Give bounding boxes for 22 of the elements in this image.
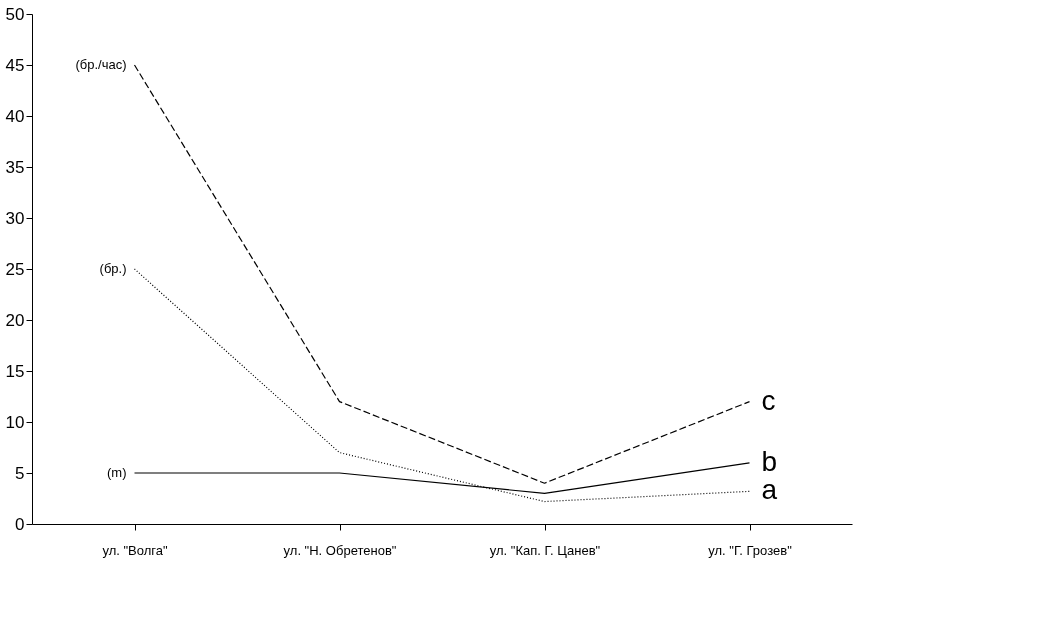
y-tick-label: 45: [5, 55, 25, 75]
line-series: [133, 268, 751, 503]
y-tick-label: 30: [5, 208, 25, 228]
x-tick-label: ул. "Кап. Г. Цанев": [489, 542, 601, 558]
y-tick-label: 5: [15, 463, 25, 483]
annotation: (m): [107, 465, 127, 480]
y-tick-label: 10: [5, 412, 25, 432]
annotation: (бр.): [99, 261, 127, 276]
y-tick-label: 20: [5, 310, 25, 330]
y-tick-label: 25: [5, 259, 25, 279]
y-tick-label: 15: [5, 361, 25, 381]
series-label: b: [761, 445, 778, 477]
y-tick-label: 0: [15, 514, 25, 534]
annotation: (бр./час): [75, 57, 127, 72]
x-tick-label: ул. "Г. Грозев": [708, 542, 793, 558]
series-label: c: [761, 384, 776, 416]
x-tick-label: ул. "Н. Обретенов": [283, 542, 397, 558]
y-tick-label: 40: [5, 106, 25, 126]
y-tick-label: 35: [5, 157, 25, 177]
series-label: a: [761, 474, 778, 506]
y-tick-label: 50: [5, 4, 25, 24]
x-tick-label: ул. "Волга": [102, 542, 168, 558]
